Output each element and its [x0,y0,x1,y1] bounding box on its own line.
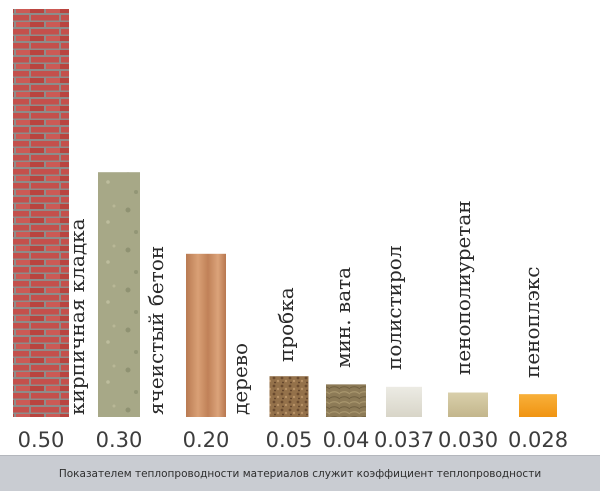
bar-penoplex [519,394,557,417]
caption-bar: Показателем теплопроводности материалов … [0,455,600,491]
bar-brick-masonry [13,9,69,417]
value-label-polyurethane-foam: 0.030 [437,428,499,452]
category-label-cork: пробка [274,287,298,362]
value-label-aerated-concrete: 0.30 [95,428,143,452]
value-label-polystyrene: 0.037 [373,428,435,452]
value-label-mineral-wool: 0.04 [322,428,370,452]
category-label-penoplex: пеноплэкс [520,266,544,378]
bar-wood [186,253,226,417]
value-label-cork: 0.05 [265,428,313,452]
bar-polyurethane-foam [448,392,488,417]
value-label-brick-masonry: 0.50 [17,428,65,452]
category-label-mineral-wool: мин. вата [331,266,355,368]
category-label-wood: дерево [228,342,252,415]
category-label-brick-masonry: кирпичная кладка [65,218,89,415]
category-label-polyurethane-foam: пенополиуретан [451,200,475,375]
bar-aerated-concrete [98,172,140,417]
figure-caption: Показателем теплопроводности материалов … [58,467,542,480]
bar-cork [269,376,309,417]
chart-area [13,9,557,417]
value-label-penoplex: 0.028 [507,428,569,452]
category-label-polystyrene: полистирол [382,245,406,370]
category-label-aerated-concrete: ячеистый бетон [144,245,168,415]
bar-mineral-wool [326,384,366,417]
value-label-wood: 0.20 [182,428,230,452]
bar-polystyrene [386,386,422,417]
